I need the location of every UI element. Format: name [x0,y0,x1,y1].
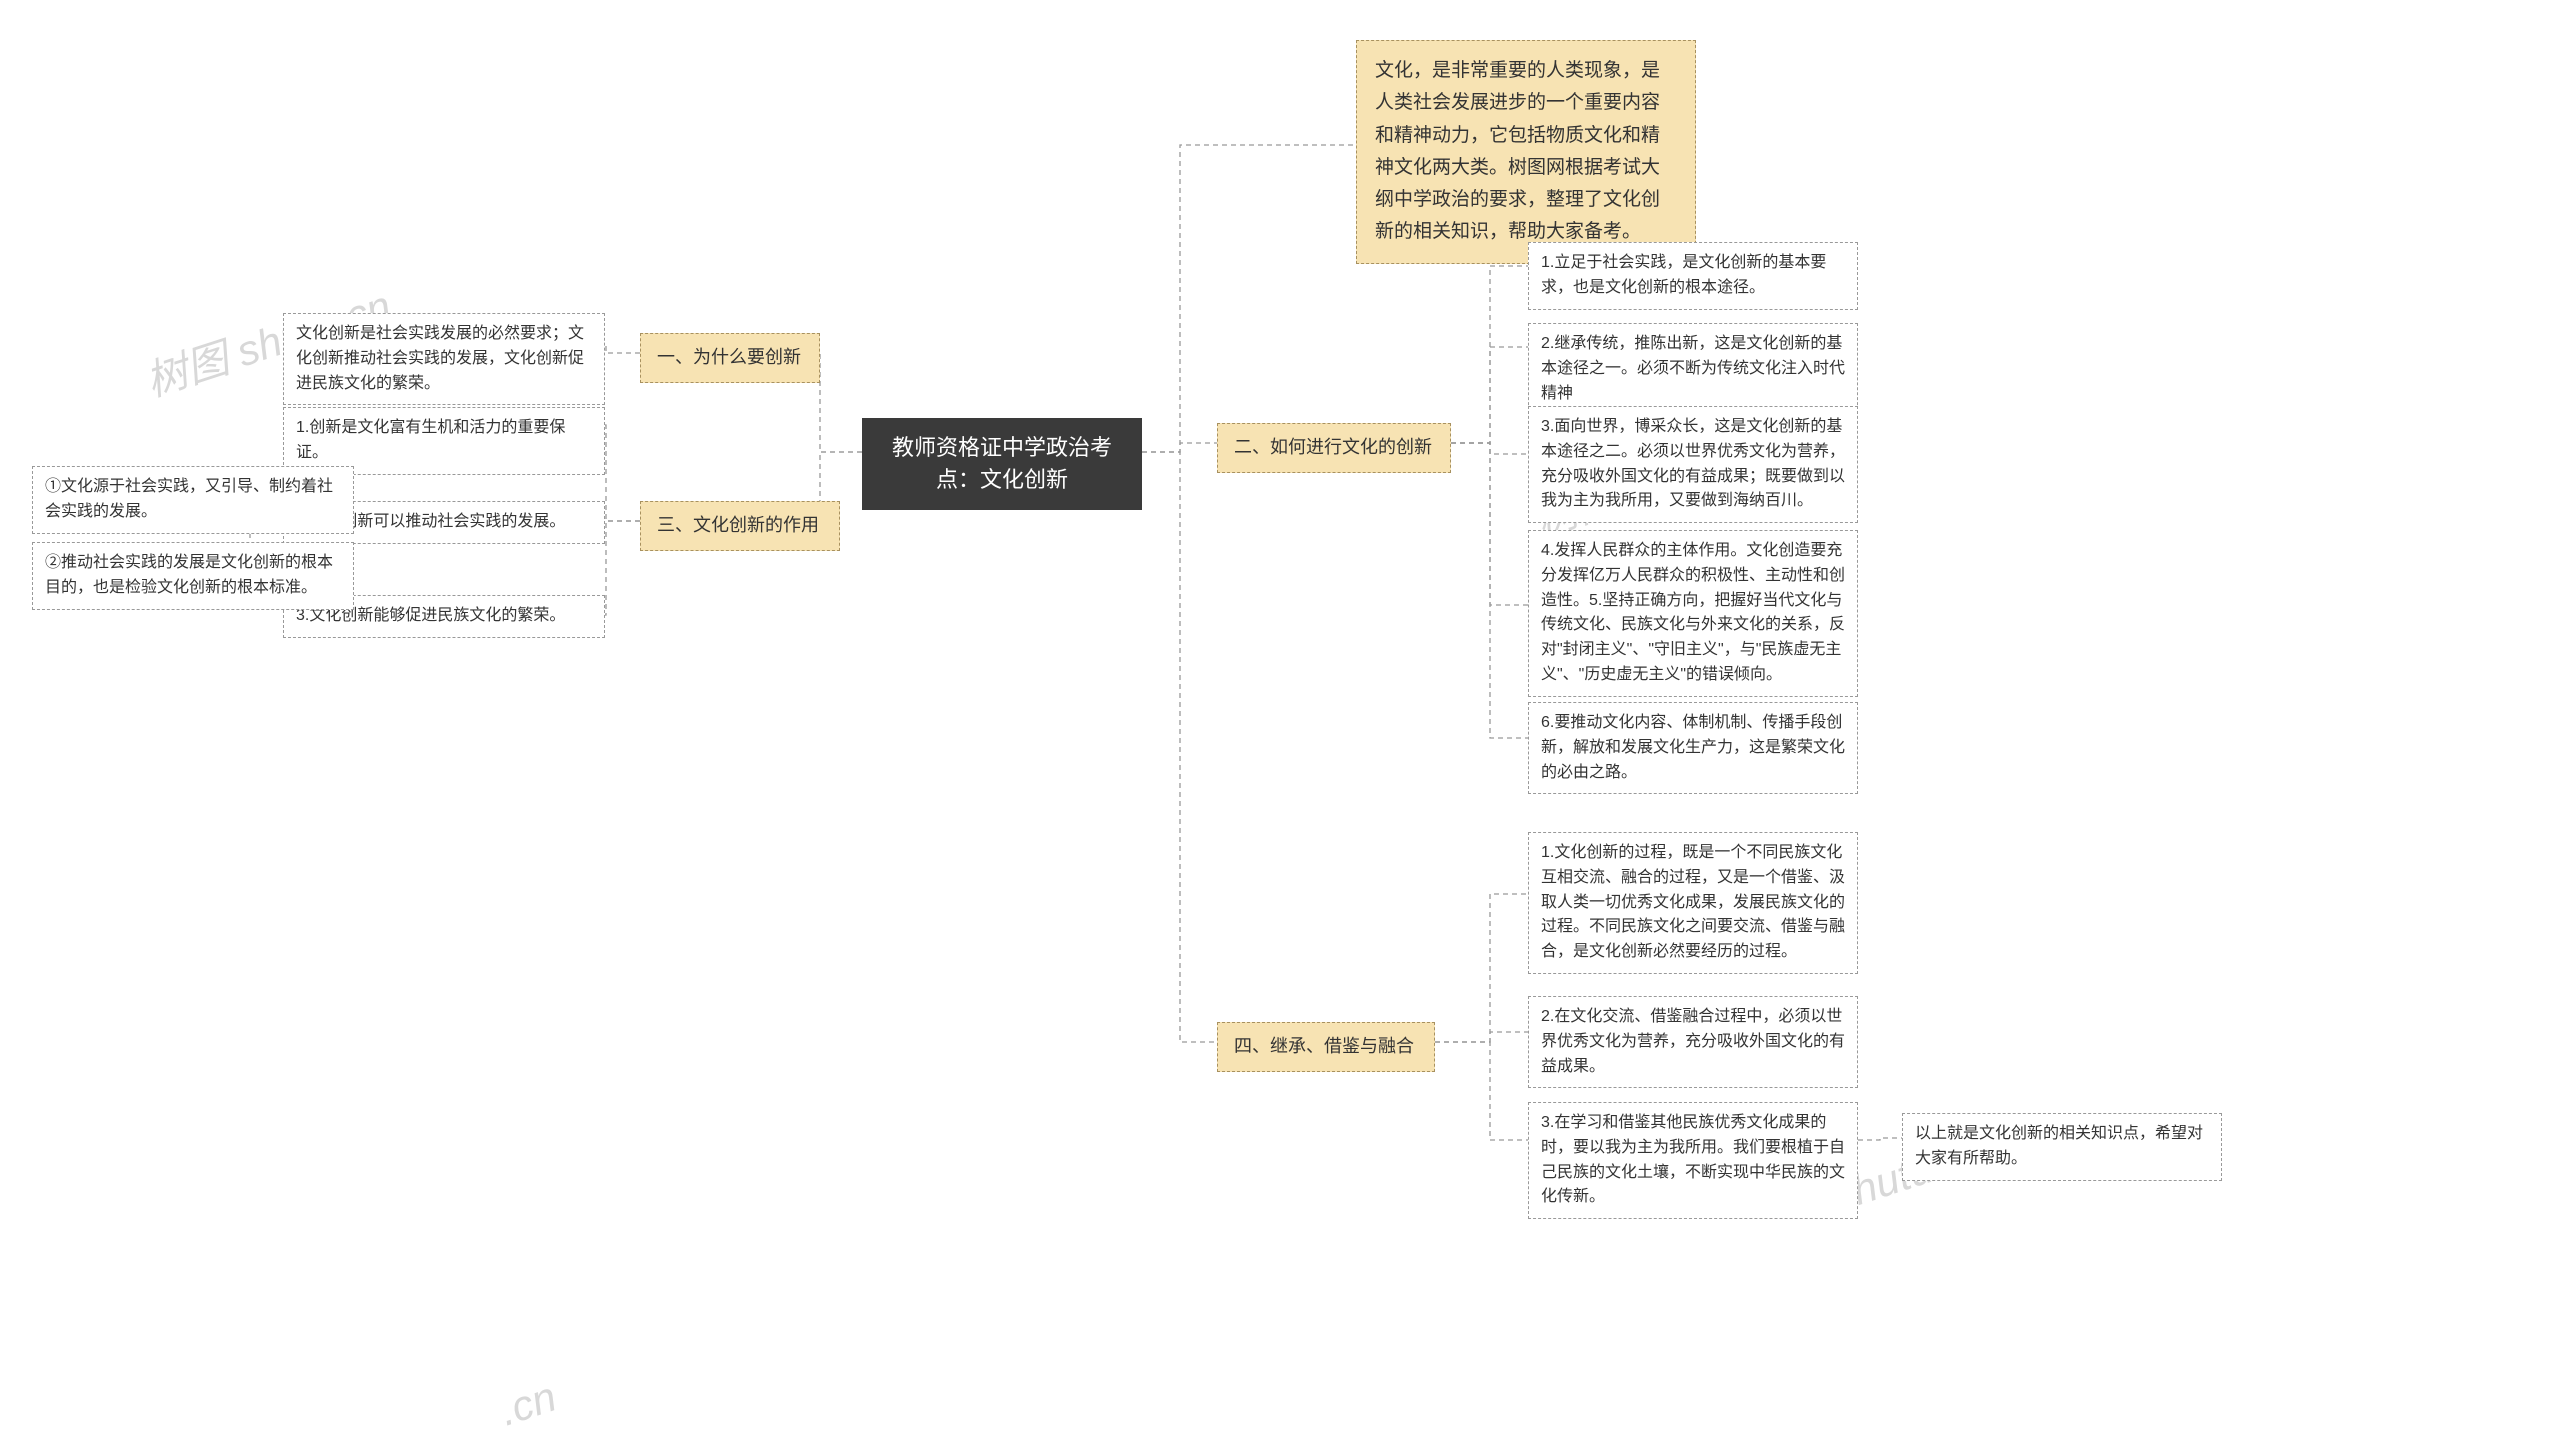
intro-node: 文化，是非常重要的人类现象，是人类社会发展进步的一个重要内容和精神动力，它包括物… [1356,40,1696,264]
cat-2-leaf-4: 4.发挥人民群众的主体作用。文化创造要充分发挥亿万人民群众的积极性、主动性和创造… [1528,530,1858,697]
cat-2-leaf-1: 1.立足于社会实践，是文化创新的基本要求，也是文化创新的根本途径。 [1528,242,1858,310]
cat-4-leaf-1: 1.文化创新的过程，既是一个不同民族文化互相交流、融合的过程，又是一个借鉴、汲取… [1528,832,1858,974]
cat-2-leaf-2: 2.继承传统，推陈出新，这是文化创新的基本途径之一。必须不断为传统文化注入时代精… [1528,323,1858,415]
cat-3-sub-1: ①文化源于社会实践，又引导、制约着社会实践的发展。 [32,466,354,534]
cat-2-leaf-3: 3.面向世界，博采众长，这是文化创新的基本途径之二。必须以世界优秀文化为营养，充… [1528,406,1858,523]
cat-2: 二、如何进行文化的创新 [1217,423,1451,473]
cat-4-leaf-2: 2.在文化交流、借鉴融合过程中，必须以世界优秀文化为营养，充分吸收外国文化的有益… [1528,996,1858,1088]
connector-layer [0,0,2560,1416]
cat-3: 三、文化创新的作用 [640,501,840,551]
tail-note: 以上就是文化创新的相关知识点，希望对大家有所帮助。 [1902,1113,2222,1181]
cat-2-leaf-5: 6.要推动文化内容、体制机制、传播手段创新，解放和发展文化生产力，这是繁荣文化的… [1528,702,1858,794]
cat-4: 四、继承、借鉴与融合 [1217,1022,1435,1072]
cat-1: 一、为什么要创新 [640,333,820,383]
watermark-4: .cn [494,1373,562,1435]
cat-1-leaf: 文化创新是社会实践发展的必然要求；文化创新推动社会实践的发展，文化创新促进民族文… [283,313,605,405]
root-node: 教师资格证中学政治考点：文化创新 [862,418,1142,510]
cat-3-leaf-1: 1.创新是文化富有生机和活力的重要保证。 [283,407,605,475]
cat-3-sub-2: ②推动社会实践的发展是文化创新的根本目的，也是检验文化创新的根本标准。 [32,542,354,610]
cat-4-leaf-3: 3.在学习和借鉴其他民族优秀文化成果的时，要以我为主为我所用。我们要根植于自己民… [1528,1102,1858,1219]
